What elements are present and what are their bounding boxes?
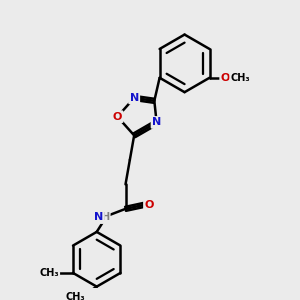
Text: N: N (130, 93, 139, 103)
Text: O: O (113, 112, 122, 122)
Text: O: O (221, 73, 230, 83)
Text: H: H (101, 212, 110, 223)
Text: O: O (144, 200, 154, 209)
Text: N: N (94, 212, 103, 223)
Text: N: N (152, 117, 161, 128)
Text: CH₃: CH₃ (39, 268, 59, 278)
Text: CH₃: CH₃ (65, 292, 85, 300)
Text: CH₃: CH₃ (230, 73, 250, 83)
